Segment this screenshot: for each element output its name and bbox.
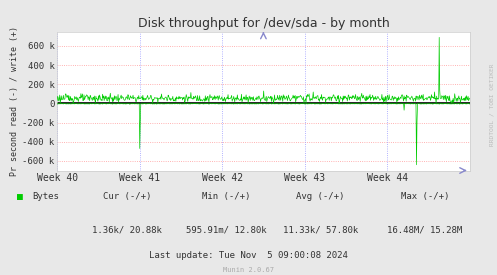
Text: Min (-/+): Min (-/+)	[202, 192, 250, 201]
Text: RRDTOOL / TOBI OETIKER: RRDTOOL / TOBI OETIKER	[490, 63, 495, 146]
Title: Disk throughput for /dev/sda - by month: Disk throughput for /dev/sda - by month	[138, 17, 389, 31]
Text: Munin 2.0.67: Munin 2.0.67	[223, 266, 274, 273]
Text: Cur (-/+): Cur (-/+)	[102, 192, 151, 201]
Text: 1.36k/ 20.88k: 1.36k/ 20.88k	[92, 225, 162, 234]
Text: 595.91m/ 12.80k: 595.91m/ 12.80k	[186, 225, 266, 234]
Text: Last update: Tue Nov  5 09:00:08 2024: Last update: Tue Nov 5 09:00:08 2024	[149, 251, 348, 260]
Text: 16.48M/ 15.28M: 16.48M/ 15.28M	[387, 225, 463, 234]
Text: Avg (-/+): Avg (-/+)	[296, 192, 345, 201]
Text: 11.33k/ 57.80k: 11.33k/ 57.80k	[283, 225, 358, 234]
Text: Max (-/+): Max (-/+)	[401, 192, 449, 201]
Text: ■: ■	[17, 192, 23, 202]
Text: Bytes: Bytes	[32, 192, 59, 201]
Y-axis label: Pr second read (-) / write (+): Pr second read (-) / write (+)	[10, 26, 19, 176]
